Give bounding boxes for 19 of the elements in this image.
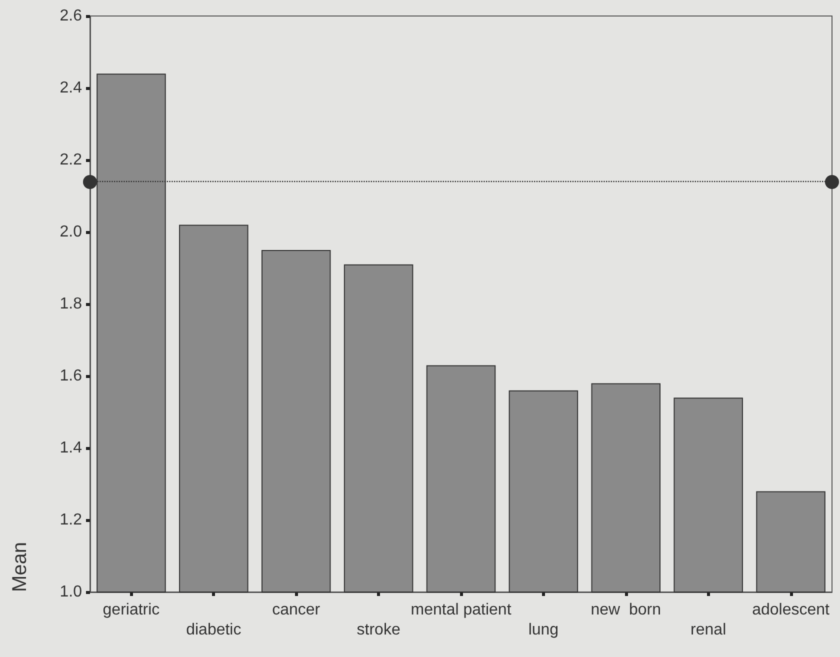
y-axis-title: Mean: [9, 542, 31, 592]
y-tick-label: 1.2: [60, 512, 82, 528]
x-tick-label: new born: [590, 602, 662, 618]
x-tick-label: diabetic: [186, 622, 242, 638]
y-tick-label: 1.8: [60, 296, 82, 312]
x-tick-label: mental patient: [410, 602, 512, 618]
x-tick-label: renal: [690, 622, 726, 638]
y-tick-label: 2.2: [60, 152, 82, 168]
y-tick-label: 1.4: [60, 440, 82, 456]
x-tick-label: adolescent: [752, 602, 830, 618]
x-tick-label: cancer: [272, 602, 321, 618]
x-tick-label: geriatric: [102, 602, 160, 618]
x-tick-label: stroke: [356, 622, 400, 638]
y-tick-label: 1.6: [60, 368, 82, 384]
y-tick-label: 2.4: [60, 80, 82, 96]
x-tick-label: lung: [528, 622, 559, 638]
y-tick-label: 2.6: [60, 8, 82, 24]
y-tick-label: 2.0: [60, 224, 82, 240]
y-tick-label: 1.0: [60, 584, 82, 600]
